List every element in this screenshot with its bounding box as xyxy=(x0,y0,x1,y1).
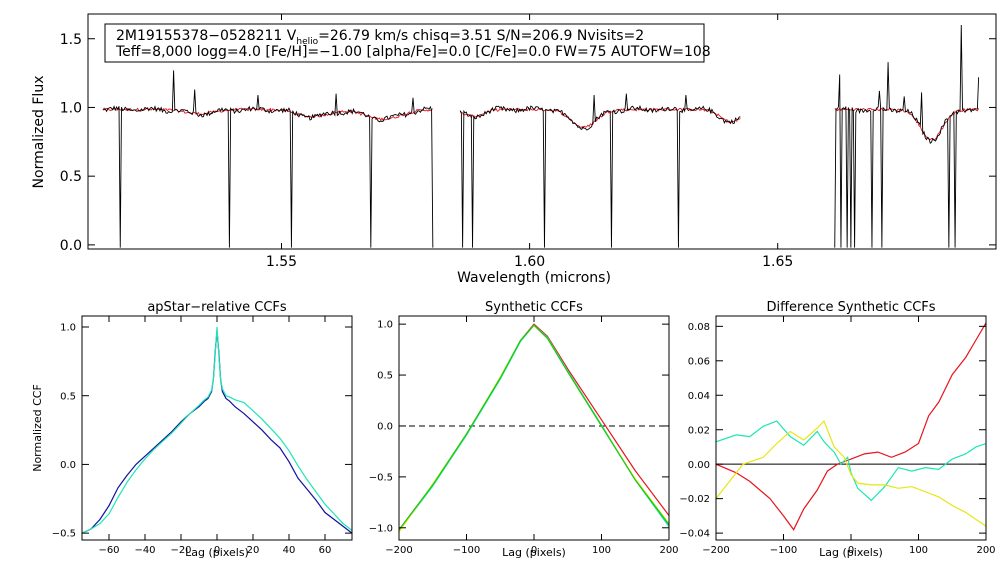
spectrum-y-tick-label: 0.0 xyxy=(60,238,82,254)
info-line-1: 2M19155378−0528211 Vhelio=26.79 km/s chi… xyxy=(116,28,644,47)
synthetic-ccf-panel: Synthetic CCFs −200 −100 0 100 200 −1.0 −0.5 0.… xyxy=(369,300,679,559)
difference-ccf-y-tick-label: 0.04 xyxy=(688,391,710,402)
spectrum-x-tick-label: 1.55 xyxy=(266,254,297,270)
info-box-frame xyxy=(104,23,705,63)
difference-ccf-plot-frame xyxy=(715,315,987,541)
difference-ccf-y-tick-label: 0.02 xyxy=(688,425,710,436)
apstar-ccf-x-tick-label: 40 xyxy=(283,545,296,556)
apstar-ccf-x-tick-label: 60 xyxy=(319,545,332,556)
synthetic-ccf-ticks: −200 −100 0 100 200 −1.0 −0.5 0.0 0.5 1.0 xyxy=(369,316,679,556)
spectrum-ticks: 1.55 1.60 1.65 0.0 0.5 1.0 1.5 xyxy=(60,14,996,270)
apstar-ccf-ticks: −60 −40 −20 0 20 40 60 −0.5 0.0 0.5 1.0 xyxy=(52,316,352,556)
synthetic-ccf-y-tick-label: −0.5 xyxy=(369,472,393,483)
difference-ccf-y-tick-label: 0.08 xyxy=(688,322,710,333)
spectrum-info-box: 2M19155378−0528211 Vhelio=26.79 km/s chi… xyxy=(104,23,711,63)
apstar-ccf-title: apStar−relative CCFs xyxy=(147,300,287,315)
spectrum-model-line-chip-2 xyxy=(459,107,741,130)
difference-ccf-x-tick-label: 100 xyxy=(909,545,928,556)
spectrum-x-axis-label: Wavelength (microns) xyxy=(457,270,611,286)
synthetic-ccf-series-yellow xyxy=(399,324,669,533)
spectrum-panel: 1.55 1.60 1.65 0.0 0.5 1.0 1.5 Wavelength (mic… xyxy=(31,13,997,286)
apstar-ccf-data-layer xyxy=(82,326,352,534)
apstar-ccf-series-visit-2 xyxy=(82,326,352,534)
spectrum-y-axis-label: Normalized Flux xyxy=(31,76,47,189)
spectrum-y-tick-label: 1.5 xyxy=(60,32,82,48)
apstar-ccf-panel: apStar−relative CCFs −60 −40 −20 0 20 40 60 −0.… xyxy=(31,300,353,559)
apstar-ccf-x-tick-label: −40 xyxy=(134,545,155,556)
synthetic-ccf-data-layer xyxy=(399,323,669,533)
info-line-1-main: 2M19155378−0528211 V xyxy=(116,28,297,44)
synthetic-ccf-y-tick-label: 1.0 xyxy=(377,320,393,331)
synthetic-ccf-y-tick-label: −1.0 xyxy=(369,523,393,534)
difference-ccf-series-yellow xyxy=(716,420,986,527)
apstar-ccf-x-tick-label: 20 xyxy=(247,545,260,556)
difference-ccf-x-tick-label: 200 xyxy=(976,545,995,556)
difference-ccf-x-tick-label: −200 xyxy=(702,545,729,556)
synthetic-ccf-series-green xyxy=(399,324,669,531)
synthetic-ccf-plot-frame xyxy=(398,315,670,541)
spectrum-x-tick-label: 1.60 xyxy=(514,254,545,270)
spectrum-observed-line-chip-3 xyxy=(834,24,980,248)
difference-ccf-y-tick-label: −0.04 xyxy=(679,529,710,540)
apstar-ccf-plot-frame xyxy=(81,315,353,541)
apstar-ccf-x-tick-label: −20 xyxy=(170,545,191,556)
spectrum-data-layer xyxy=(102,24,980,248)
apstar-ccf-y-tick-label: 1.0 xyxy=(60,323,76,334)
difference-ccf-x-tick-label: 0 xyxy=(848,545,854,556)
info-line-1-rest: =26.79 km/s chisq=3.51 S/N=206.9 Nvisits… xyxy=(318,28,644,44)
difference-ccf-data-layer xyxy=(716,322,986,531)
difference-ccf-title: Difference Synthetic CCFs xyxy=(766,300,935,315)
synthetic-ccf-x-tick-label: −100 xyxy=(453,545,480,556)
synthetic-ccf-x-tick-label: −200 xyxy=(385,545,412,556)
difference-ccf-panel: Difference Synthetic CCFs −200 −100 0 100 20… xyxy=(679,300,995,559)
synthetic-ccf-y-tick-label: 0.5 xyxy=(377,371,393,382)
difference-ccf-x-axis-label: Lag (pixels) xyxy=(819,546,883,559)
apstar-ccf-x-tick-label: −60 xyxy=(98,545,119,556)
synthetic-ccf-x-tick-label: 200 xyxy=(659,545,678,556)
apstar-ccf-y-axis-label: Normalized CCF xyxy=(31,384,44,472)
info-line-2: Teff=8,000 logg=4.0 [Fe/H]=−1.00 [alpha/… xyxy=(115,44,711,60)
apstar-ccf-y-tick-label: 0.0 xyxy=(60,460,76,471)
difference-ccf-y-tick-label: 0.00 xyxy=(688,460,710,471)
difference-ccf-x-tick-label: −100 xyxy=(770,545,797,556)
synthetic-ccf-x-axis-label: Lag (pixels) xyxy=(502,546,566,559)
apstar-ccf-y-tick-label: 0.5 xyxy=(60,391,76,402)
synthetic-ccf-x-tick-label: 0 xyxy=(531,545,537,556)
info-line-1-subscript: helio xyxy=(296,37,318,47)
spectrum-model-line-chip-1 xyxy=(102,107,434,122)
spectrum-y-tick-label: 1.0 xyxy=(60,100,82,116)
spectrum-x-tick-label: 1.65 xyxy=(762,254,793,270)
apstar-ccf-series-visit-1 xyxy=(82,331,352,534)
spectrum-observed-line-chip-1 xyxy=(102,70,434,248)
synthetic-ccf-title: Synthetic CCFs xyxy=(485,300,583,315)
apstar-ccf-x-tick-label: 0 xyxy=(214,545,220,556)
difference-ccf-ticks: −200 −100 0 100 200 −0.04 −0.02 0.00 0.02 0.04 0.0… xyxy=(679,316,996,556)
synthetic-ccf-x-tick-label: 100 xyxy=(592,545,611,556)
spectrum-observed-line-chip-2 xyxy=(459,93,741,248)
synthetic-ccf-series-red xyxy=(399,323,669,531)
spectrum-y-tick-label: 0.5 xyxy=(60,169,82,185)
synthetic-ccf-series-cyan xyxy=(399,324,669,532)
synthetic-ccf-y-tick-label: 0.0 xyxy=(377,422,393,433)
spectrum-plot-frame xyxy=(87,13,997,250)
apstar-ccf-y-tick-label: −0.5 xyxy=(52,529,76,540)
difference-ccf-y-tick-label: 0.06 xyxy=(688,356,710,367)
difference-ccf-series-cyan xyxy=(716,420,986,502)
apstar-ccf-x-axis-label: Lag (pixels) xyxy=(185,546,249,559)
difference-ccf-y-tick-label: −0.02 xyxy=(679,494,710,505)
difference-ccf-series-red xyxy=(716,322,986,531)
